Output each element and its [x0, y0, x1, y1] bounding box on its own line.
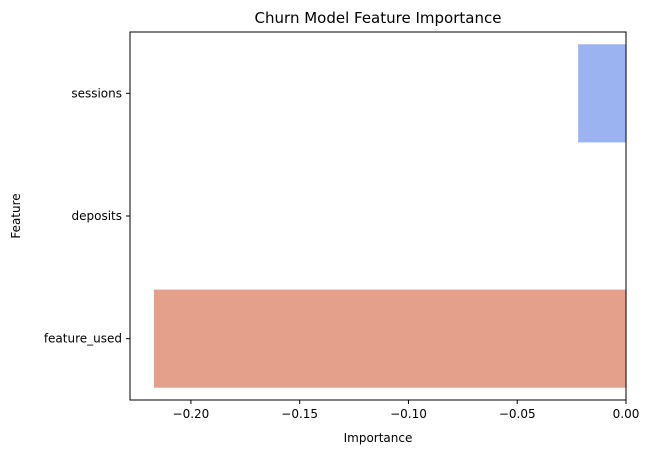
x-ticks-group: −0.20 −0.15 −0.10 −0.05 0.00 — [173, 400, 640, 421]
y-ticks-group: sessions deposits feature_used — [44, 86, 130, 346]
bar-sessions — [578, 44, 626, 143]
x-axis-label: Importance — [344, 431, 413, 445]
bar-feature-used — [153, 289, 627, 388]
y-tick-label: deposits — [71, 209, 122, 223]
y-axis-label: Feature — [9, 193, 23, 238]
x-tick-label: −0.15 — [281, 407, 318, 421]
x-tick-label: −0.20 — [173, 407, 210, 421]
y-tick-label: sessions — [71, 86, 122, 100]
x-tick-label: −0.05 — [499, 407, 536, 421]
x-tick-label: 0.00 — [613, 407, 640, 421]
x-tick-label: −0.10 — [390, 407, 427, 421]
y-tick-label: feature_used — [44, 332, 122, 346]
bars-group — [153, 44, 627, 388]
chart-title: Churn Model Feature Importance — [255, 9, 502, 27]
plot-frame — [129, 31, 627, 401]
